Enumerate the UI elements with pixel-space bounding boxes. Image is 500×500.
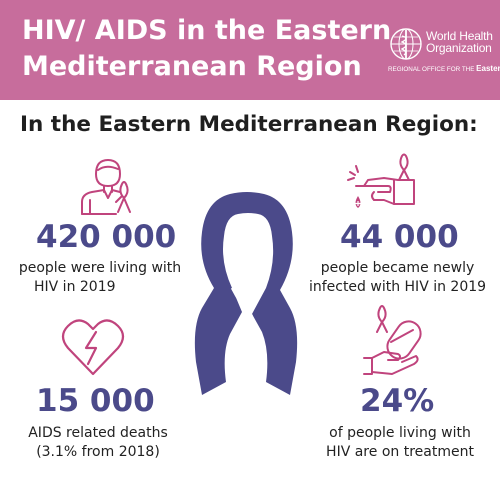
header-banner: HIV/ AIDS in the Eastern Mediterranean R…	[0, 0, 500, 100]
who-logo: World Health Organization REGIONAL OFFIC…	[388, 24, 500, 84]
who-emblem-icon	[390, 28, 422, 60]
stat-2-desc-line-1: people became newly	[320, 260, 475, 276]
stat-living-with-hiv-description: people were living with HIV in 2019	[0, 259, 200, 297]
stat-3-desc-line-1: AIDS related deaths	[28, 425, 168, 441]
title-line-2: Mediterranean Region	[22, 51, 362, 82]
stat-1-desc-line-1: people were living with	[18, 260, 182, 276]
who-sub-region: Eastern Mediterranean	[476, 64, 500, 73]
hand-pill-icon	[363, 305, 422, 375]
stat-on-treatment-description: of people living with HIV are on treatme…	[300, 424, 500, 462]
stat-on-treatment-number: 24%	[360, 383, 435, 419]
page-title: HIV/ AIDS in the Eastern Mediterranean R…	[22, 13, 392, 85]
person-ribbon-icon	[81, 159, 131, 215]
who-name-line-2: Organization	[426, 41, 492, 55]
stat-living-with-hiv-number: 420 000	[36, 219, 177, 255]
stat-1-desc-line-2: HIV in 2019	[34, 279, 116, 295]
stat-2-desc-line-2: infected with HIV in 2019	[308, 279, 487, 295]
stat-aids-deaths-number: 15 000	[36, 383, 155, 419]
section-subtitle: In the Eastern Mediterranean Region:	[20, 112, 478, 137]
broken-heart-icon	[61, 319, 125, 376]
who-name-line-1: World Health	[426, 29, 493, 43]
stat-new-infections-description: people became newly infected with HIV in…	[295, 259, 500, 297]
hiv-awareness-ribbon-icon	[194, 192, 298, 395]
who-regional-office: REGIONAL OFFICE FOR THE Eastern Mediterr…	[388, 64, 500, 73]
blood-test-icon	[347, 153, 415, 208]
who-name: World Health Organization	[426, 30, 493, 54]
stat-new-infections-number: 44 000	[340, 219, 459, 255]
stat-4-desc-line-1: of people living with	[329, 425, 471, 441]
stat-aids-deaths-description: AIDS related deaths (3.1% from 2018)	[8, 424, 188, 462]
who-sub-prefix: REGIONAL OFFICE FOR THE	[388, 66, 475, 73]
stat-3-desc-line-2: (3.1% from 2018)	[36, 444, 160, 460]
stat-4-desc-line-2: HIV are on treatment	[326, 444, 474, 460]
title-line-1: HIV/ AIDS in the Eastern	[22, 15, 392, 46]
